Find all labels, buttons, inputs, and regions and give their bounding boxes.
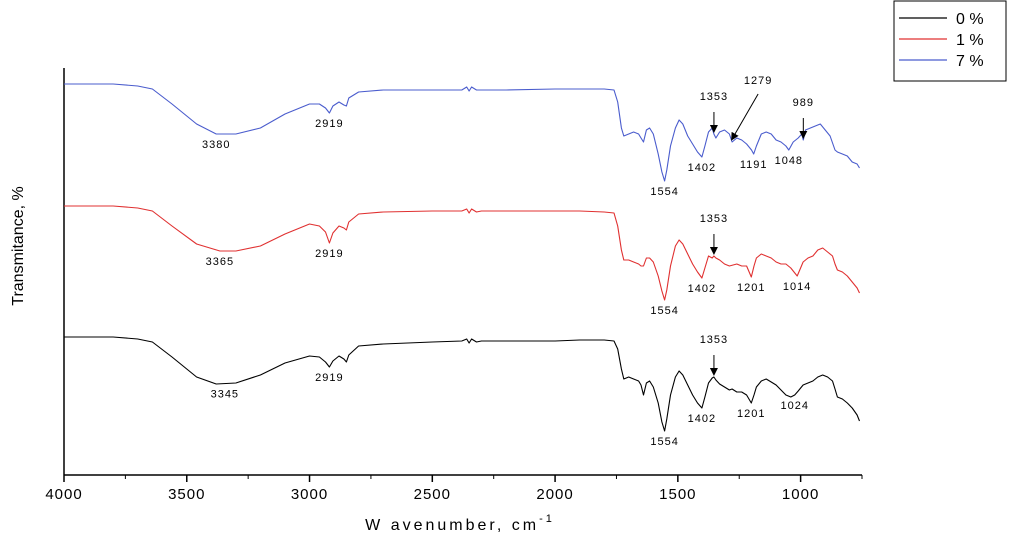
x-axis-title-main: W avenumber, cm [365,517,539,534]
x-tick-label: 2500 [414,486,451,503]
peak-label: 1024 [780,400,808,412]
y-axis-title: Transmitance, % [10,186,27,305]
peak-label: 1402 [688,413,716,425]
series-line-1 [64,205,860,301]
peak-label: 1402 [688,283,716,295]
peak-label: 989 [793,97,814,109]
series-line-2 [64,83,860,182]
legend-box [893,0,1007,82]
legend: 0 % 1 % 7 % [893,0,1007,82]
series-line-0 [64,336,861,432]
x-tick-label: 4000 [45,486,82,503]
peak-label: 3345 [211,389,239,401]
peak-label: 1191 [740,159,768,171]
x-axis-title-sup: -1 [539,513,555,525]
x-tick-label: 2000 [536,486,573,503]
peak-label: 1353 [700,334,728,346]
x-tick-label: 1000 [782,486,819,503]
peak-label: 1402 [688,162,716,174]
peak-label: 1554 [650,305,678,317]
annotation-layer: 3380 2919 1554 1402 1353 1279 1191 1048 989 3365 2… [202,75,814,448]
series-layer [64,83,861,432]
peak-label: 2919 [315,248,343,260]
peak-label: 1554 [650,186,678,198]
x-tick-label: 3500 [168,486,205,503]
peak-label: 1279 [744,75,772,87]
peak-label: 2919 [315,372,343,384]
x-tick-label: 3000 [291,486,328,503]
axes: 4000 3500 3000 2500 2000 1500 1000 [45,68,863,503]
peak-label: 1353 [700,213,728,225]
peak-label: 1201 [737,408,765,420]
peak-label: 1048 [775,155,803,167]
peak-label: 2919 [315,118,343,130]
legend-label: 0 % [956,11,984,28]
legend-label: 7 % [956,53,984,70]
x-axis-title: W avenumber, cm-1 [365,513,555,534]
peak-label: 1014 [783,281,811,293]
x-tick-label: 1500 [659,486,696,503]
peak-label: 3365 [206,256,234,268]
peak-arrow [731,93,759,141]
peak-label: 1201 [737,282,765,294]
peak-label: 1353 [700,91,728,103]
legend-label: 1 % [956,32,984,49]
peak-label: 1554 [650,436,678,448]
peak-label: 3380 [202,139,230,151]
